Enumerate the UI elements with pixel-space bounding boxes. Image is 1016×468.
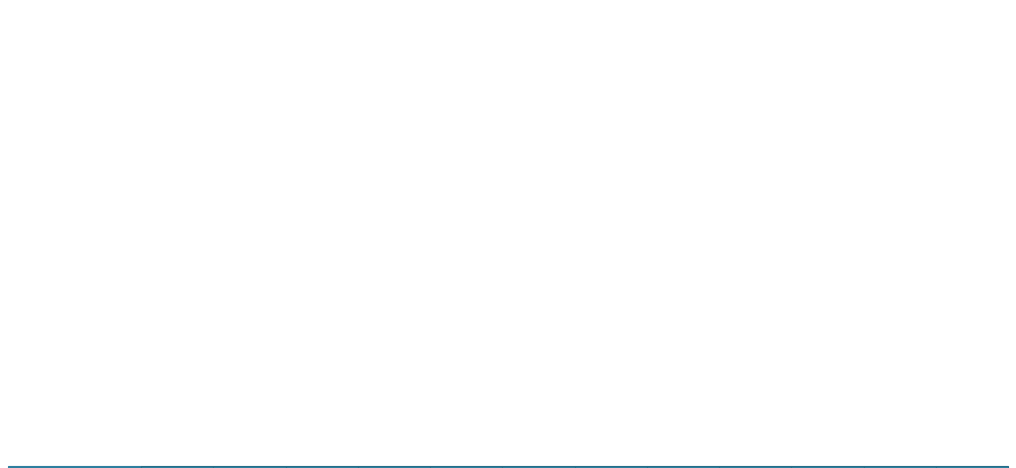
Bar [647, 466, 719, 468]
Bar [791, 466, 864, 468]
Bar [8, 466, 141, 468]
Bar [141, 466, 213, 468]
Bar [213, 466, 285, 468]
Bar [864, 466, 936, 468]
Bar [574, 466, 647, 468]
Bar [719, 466, 791, 468]
Bar [502, 466, 574, 468]
Bar [430, 466, 502, 468]
Bar [936, 466, 1008, 468]
Bar [285, 466, 358, 468]
Bar [358, 466, 430, 468]
